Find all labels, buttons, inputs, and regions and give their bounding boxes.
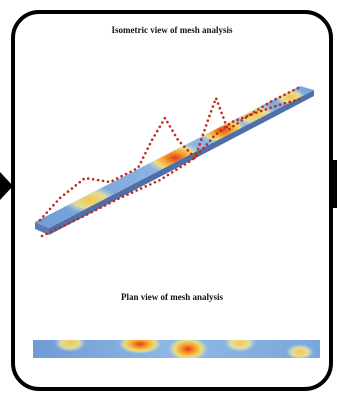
isometric-title: Isometric view of mesh analysis — [112, 25, 233, 35]
figure: Isometric view of mesh analysis Plan vie… — [0, 0, 337, 395]
plan-title: Plan view of mesh analysis — [121, 292, 224, 302]
panel-frame — [13, 12, 331, 389]
